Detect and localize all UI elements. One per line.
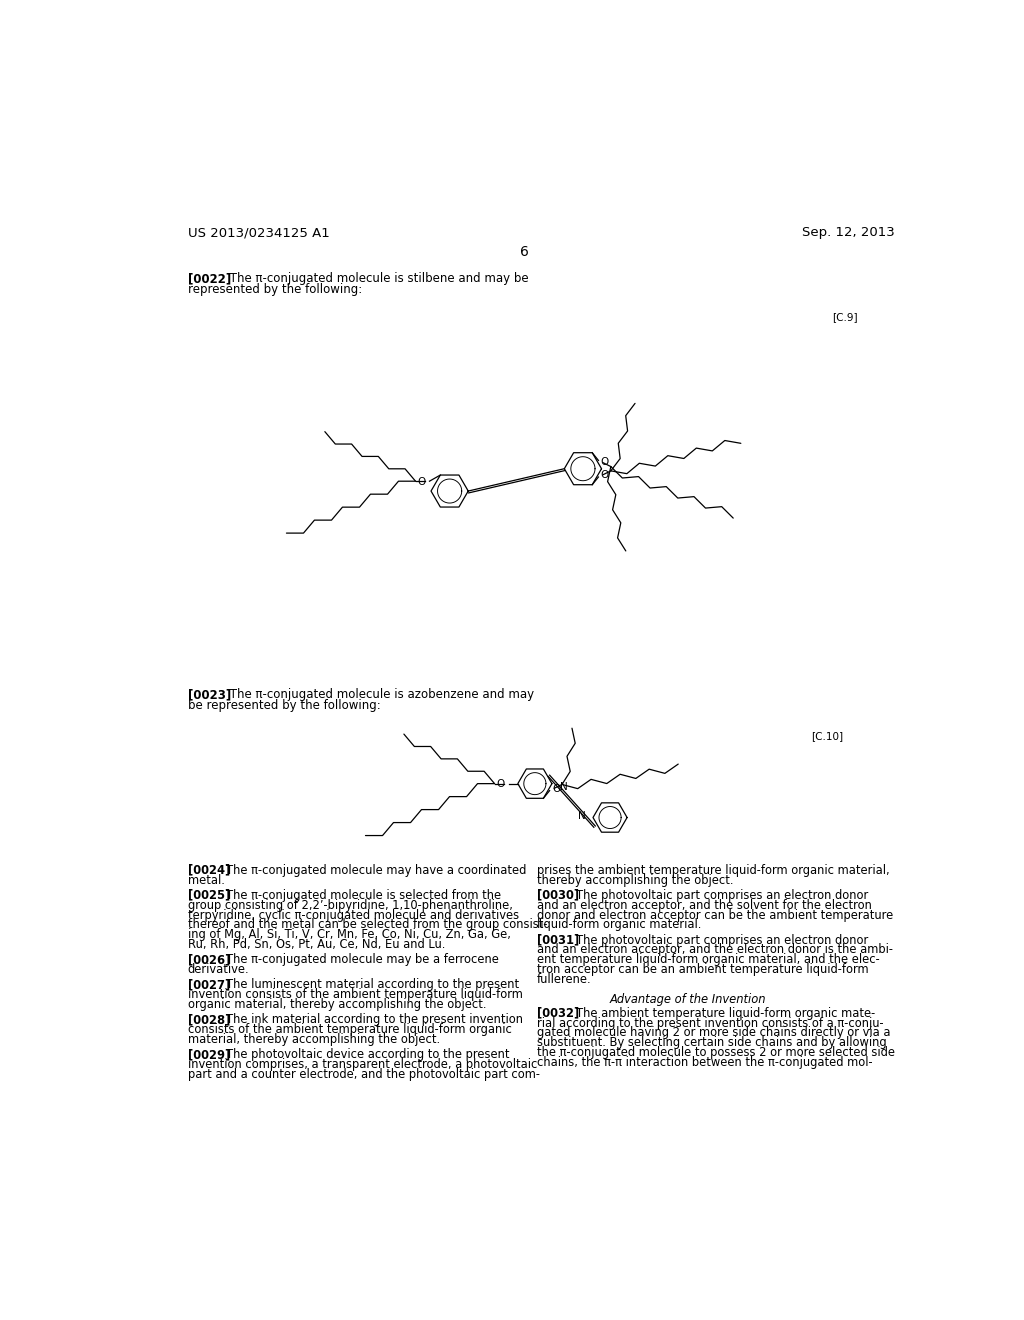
Text: [0025]: [0025] [187,888,230,902]
Text: [C.10]: [C.10] [812,731,844,742]
Text: be represented by the following:: be represented by the following: [187,700,381,711]
Text: derivative.: derivative. [187,964,249,977]
Text: The photovoltaic part comprises an electron donor: The photovoltaic part comprises an elect… [575,888,868,902]
Text: tron acceptor can be an ambient temperature liquid-form: tron acceptor can be an ambient temperat… [538,964,868,977]
Text: liquid-form organic material.: liquid-form organic material. [538,919,701,932]
Text: O: O [418,477,426,487]
Text: organic material, thereby accomplishing the object.: organic material, thereby accomplishing … [187,998,486,1011]
Text: [0023]: [0023] [187,688,231,701]
Text: chains, the π-π interaction between the π-conjugated mol-: chains, the π-π interaction between the … [538,1056,872,1069]
Text: part and a counter electrode, and the photovoltaic part com-: part and a counter electrode, and the ph… [187,1068,540,1081]
Text: thereof and the metal can be selected from the group consist-: thereof and the metal can be selected fr… [187,919,547,932]
Text: O: O [601,470,609,480]
Text: The π-conjugated molecule is selected from the: The π-conjugated molecule is selected fr… [226,888,502,902]
Text: thereby accomplishing the object.: thereby accomplishing the object. [538,874,734,887]
Text: metal.: metal. [187,874,224,887]
Text: The π-conjugated molecule is azobenzene and may: The π-conjugated molecule is azobenzene … [226,688,535,701]
Text: fullerene.: fullerene. [538,973,592,986]
Text: The luminescent material according to the present: The luminescent material according to th… [226,978,519,991]
Text: Sep. 12, 2013: Sep. 12, 2013 [802,226,895,239]
Text: N: N [579,812,586,821]
Text: The photovoltaic part comprises an electron donor: The photovoltaic part comprises an elect… [575,933,868,946]
Text: US 2013/0234125 A1: US 2013/0234125 A1 [187,226,330,239]
Text: ent temperature liquid-form organic material, and the elec-: ent temperature liquid-form organic mate… [538,953,880,966]
Text: [0031]: [0031] [538,933,580,946]
Text: represented by the following:: represented by the following: [187,284,361,296]
Text: consists of the ambient temperature liquid-form organic: consists of the ambient temperature liqu… [187,1023,512,1036]
Text: The π-conjugated molecule may be a ferrocene: The π-conjugated molecule may be a ferro… [226,953,500,966]
Text: material, thereby accomplishing the object.: material, thereby accomplishing the obje… [187,1034,439,1047]
Text: [0032]: [0032] [538,1007,580,1020]
Text: [0029]: [0029] [187,1048,230,1061]
Text: The π-conjugated molecule is stilbene and may be: The π-conjugated molecule is stilbene an… [226,272,529,285]
Text: [0022]: [0022] [187,272,231,285]
Text: rial according to the present invention consists of a π-conju-: rial according to the present invention … [538,1016,884,1030]
Text: and an electron acceptor, and the solvent for the electron: and an electron acceptor, and the solven… [538,899,872,912]
Text: 6: 6 [520,244,529,259]
Text: The photovoltaic device according to the present: The photovoltaic device according to the… [226,1048,510,1061]
Text: [0027]: [0027] [187,978,230,991]
Text: prises the ambient temperature liquid-form organic material,: prises the ambient temperature liquid-fo… [538,863,890,876]
Text: the π-conjugated molecule to possess 2 or more selected side: the π-conjugated molecule to possess 2 o… [538,1047,895,1059]
Text: terpyridine, cyclic π-conjugated molecule and derivatives: terpyridine, cyclic π-conjugated molecul… [187,908,519,921]
Text: O: O [552,784,560,795]
Text: invention consists of the ambient temperature liquid-form: invention consists of the ambient temper… [187,989,522,1002]
Text: invention comprises, a transparent electrode, a photovoltaic: invention comprises, a transparent elect… [187,1059,537,1072]
Text: substituent. By selecting certain side chains and by allowing: substituent. By selecting certain side c… [538,1036,887,1049]
Text: group consisting of 2,2’-bipyridine, 1,10-phenanthroline,: group consisting of 2,2’-bipyridine, 1,1… [187,899,513,912]
Text: [0026]: [0026] [187,953,230,966]
Text: and an electron acceptor, and the electron donor is the ambi-: and an electron acceptor, and the electr… [538,944,893,957]
Text: Ru, Rh, Pd, Sn, Os, Pt, Au, Ce, Nd, Eu and Lu.: Ru, Rh, Pd, Sn, Os, Pt, Au, Ce, Nd, Eu a… [187,939,445,952]
Text: Advantage of the Invention: Advantage of the Invention [610,993,767,1006]
Text: ing of Mg, Al, Si, Ti, V, Cr, Mn, Fe, Co, Ni, Cu, Zn, Ga, Ge,: ing of Mg, Al, Si, Ti, V, Cr, Mn, Fe, Co… [187,928,511,941]
Text: donor and electron acceptor can be the ambient temperature: donor and electron acceptor can be the a… [538,908,894,921]
Text: The ink material according to the present invention: The ink material according to the presen… [226,1014,523,1027]
Text: N: N [559,783,567,792]
Text: [C.9]: [C.9] [831,313,857,322]
Text: The ambient temperature liquid-form organic mate-: The ambient temperature liquid-form orga… [575,1007,876,1020]
Text: O: O [497,779,505,789]
Text: gated molecule having 2 or more side chains directly or via a: gated molecule having 2 or more side cha… [538,1027,891,1039]
Text: [0024]: [0024] [187,863,230,876]
Text: The π-conjugated molecule may have a coordinated: The π-conjugated molecule may have a coo… [226,863,526,876]
Text: [0030]: [0030] [538,888,580,902]
Text: [0028]: [0028] [187,1014,230,1027]
Text: O: O [601,457,609,467]
